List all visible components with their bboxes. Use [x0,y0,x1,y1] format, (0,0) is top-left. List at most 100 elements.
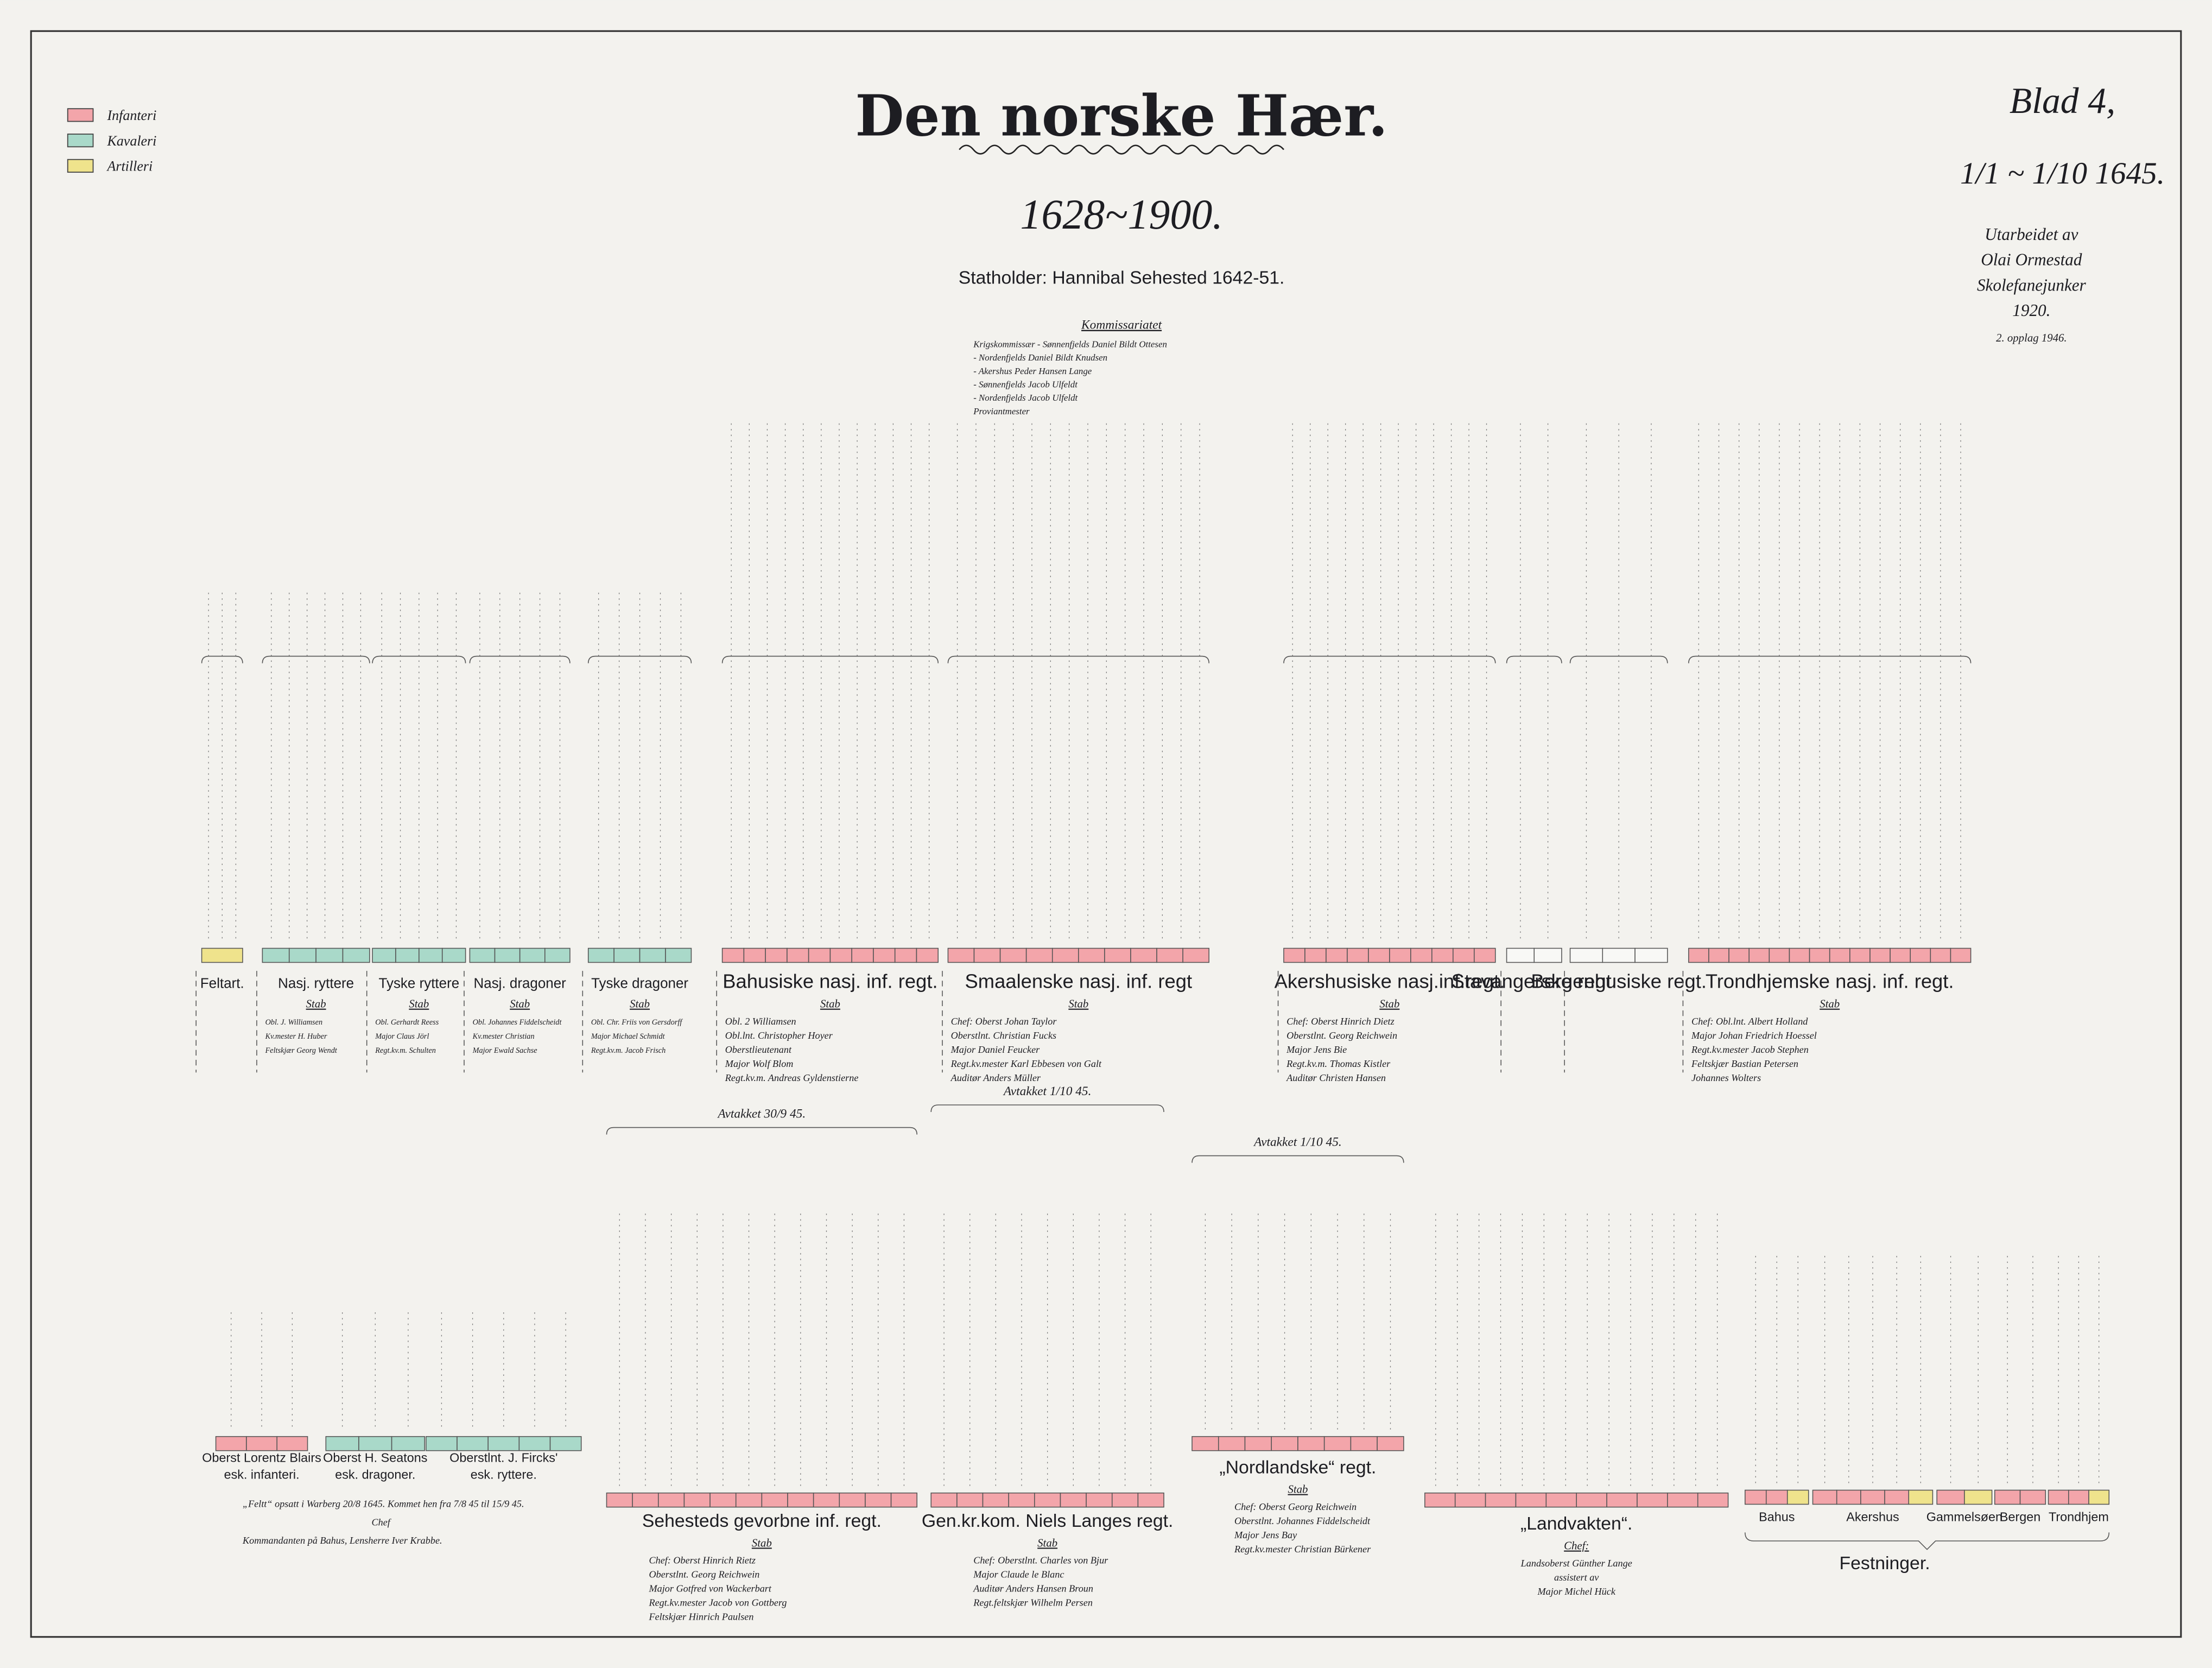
unit: „Landvakten“. Chef: Landsoberst Günther La… [1424,1214,1729,1597]
company-box [1060,1492,1087,1508]
unit: Nasj. ryttere Stab Obl. J. Williamsen Kv.me… [256,592,370,1073]
unit-sub: esk. infanteri. [224,1468,300,1482]
company-box [342,947,370,963]
unit-name: „Landvakten“. [1520,1513,1632,1534]
staff-line: Obl.lnt. Christopher Hoyer [725,1030,833,1041]
note-line: Chef [372,1517,392,1527]
legend-swatch [67,159,94,173]
company-box [1182,947,1209,963]
staff-heading: Stab [409,998,429,1010]
company-box [930,1492,958,1508]
company-box [1809,947,1830,963]
fortress-name: Akershus [1846,1510,1899,1524]
company-box [426,1436,458,1451]
unit-name: Bahusiske nasj. inf. regt. [722,970,937,992]
company-box [544,947,571,963]
unit: Akershusiske nasj.inf.regt. Stab Chef: Obe… [1275,423,1505,1083]
company-box [1008,1492,1035,1508]
company-box [315,947,344,963]
roster-column [1586,423,1652,939]
company-box [1410,947,1433,963]
company-box [765,947,788,963]
unit: Oberst Lorentz Blairs esk. infanteri. [202,1312,321,1482]
company-box [1569,947,1603,963]
unit: Oberstlnt. J. Fircks' esk. ryttere. [426,1312,582,1482]
staff-line: Feltskjær Hinrich Paulsen [648,1612,753,1622]
company-box [1908,1489,1934,1505]
company-box [1368,947,1390,963]
company-box [787,947,809,963]
company-box [1244,1436,1272,1451]
staff-line: Major Michel Hück [1537,1586,1615,1597]
company-box [1829,947,1850,963]
company-box [606,1492,633,1508]
legend-label: Infanteri [107,108,157,123]
company-box [1078,947,1105,963]
company-box [469,947,496,963]
company-box [1849,947,1871,963]
unit: Tyske ryttere Stab Obl. Gerhardt Reess Majo… [366,592,466,1073]
company-box [288,947,316,963]
company-box [1545,1492,1577,1508]
company-box [1836,1489,1861,1505]
unit-name: Gen.kr.kom. Niels Langes regt. [922,1511,1174,1531]
staff-line: Obl. 2 Williamsen [725,1016,796,1027]
years: 1628~1900. [1020,191,1222,238]
company-box [1474,947,1496,963]
company-box [1453,947,1475,963]
company-box [982,1492,1009,1508]
company-box [215,1436,247,1451]
company-box [1602,947,1636,963]
company-box [813,1492,840,1508]
company-box [1765,1489,1788,1505]
unit-sub: esk. ryttere. [471,1468,537,1482]
company-box [1667,1492,1698,1508]
staff-line: Johannes Wolters [1691,1072,1761,1083]
company-box [518,1436,551,1451]
roster-column [1755,1256,1798,1485]
staff-line: Auditør Anders Hansen Broun [973,1583,1093,1594]
unit: Bahusiske nasj. inf. regt. Stab Obl. 2 Wil… [716,423,939,1083]
staff-line: Regt.kv.m. Jacob Frisch [591,1046,665,1055]
staff-heading: Stab [1820,998,1840,1010]
staff-line: Regt.kv.mester Karl Ebbesen von Galt [950,1058,1102,1069]
statholder: Statholder: Hannibal Sehested 1642-51. [959,267,1285,288]
staff-line: Oberstlnt. Christian Fucks [951,1030,1057,1041]
fortress-name: Trondhjem [2049,1510,2109,1524]
legend-swatch [67,108,94,122]
staff-line: Regt.feltskjær Wilhelm Persen [973,1597,1093,1608]
title: Den norske Hær. [855,83,1387,149]
staff-line: Major Ewald Sachse [472,1046,538,1055]
company-box [1326,947,1348,963]
company-box [829,947,852,963]
company-box [709,1492,737,1508]
company-box [787,1492,814,1508]
author-line: 1920. [2012,301,2050,320]
note-line: Kommandanten på Bahus, Lensherre Iver Kr… [242,1535,442,1546]
company-box [721,947,745,963]
roster-column [2007,1256,2033,1485]
company-box [613,947,641,963]
company-box [1191,1436,1219,1451]
unit-brace [1569,655,1668,664]
notes: „Feltt“ opsatt i Warberg 20/8 1645. Komm… [242,1499,524,1546]
sheet-date: 1/1 ~ 1/10 1645. [1960,156,2165,191]
staff-heading: Stab [510,998,530,1010]
komm-row: - Sønnenfjelds Jacob Ulfeldt [973,379,1078,389]
company-box [1506,947,1535,963]
company-box [735,1492,763,1508]
unit-brace [721,655,939,664]
roster-column [1520,423,1549,939]
company-box [2019,1489,2046,1505]
unit: Gen.kr.kom. Niels Langes regt. Avtakket 1… [922,1084,1174,1608]
company-box [1323,1436,1352,1451]
staff-line: Feltskjær Bastian Petersen [1691,1058,1798,1069]
company-box [1025,947,1053,963]
company-box [201,947,243,963]
company-box [1994,1489,2021,1505]
unit-brace [372,655,466,664]
komm-row: Krigskommissær - Sønnenfjelds Daniel Bil… [973,339,1167,349]
company-box [1431,947,1454,963]
legend-swatch [67,134,94,148]
company-box [1297,1436,1325,1451]
